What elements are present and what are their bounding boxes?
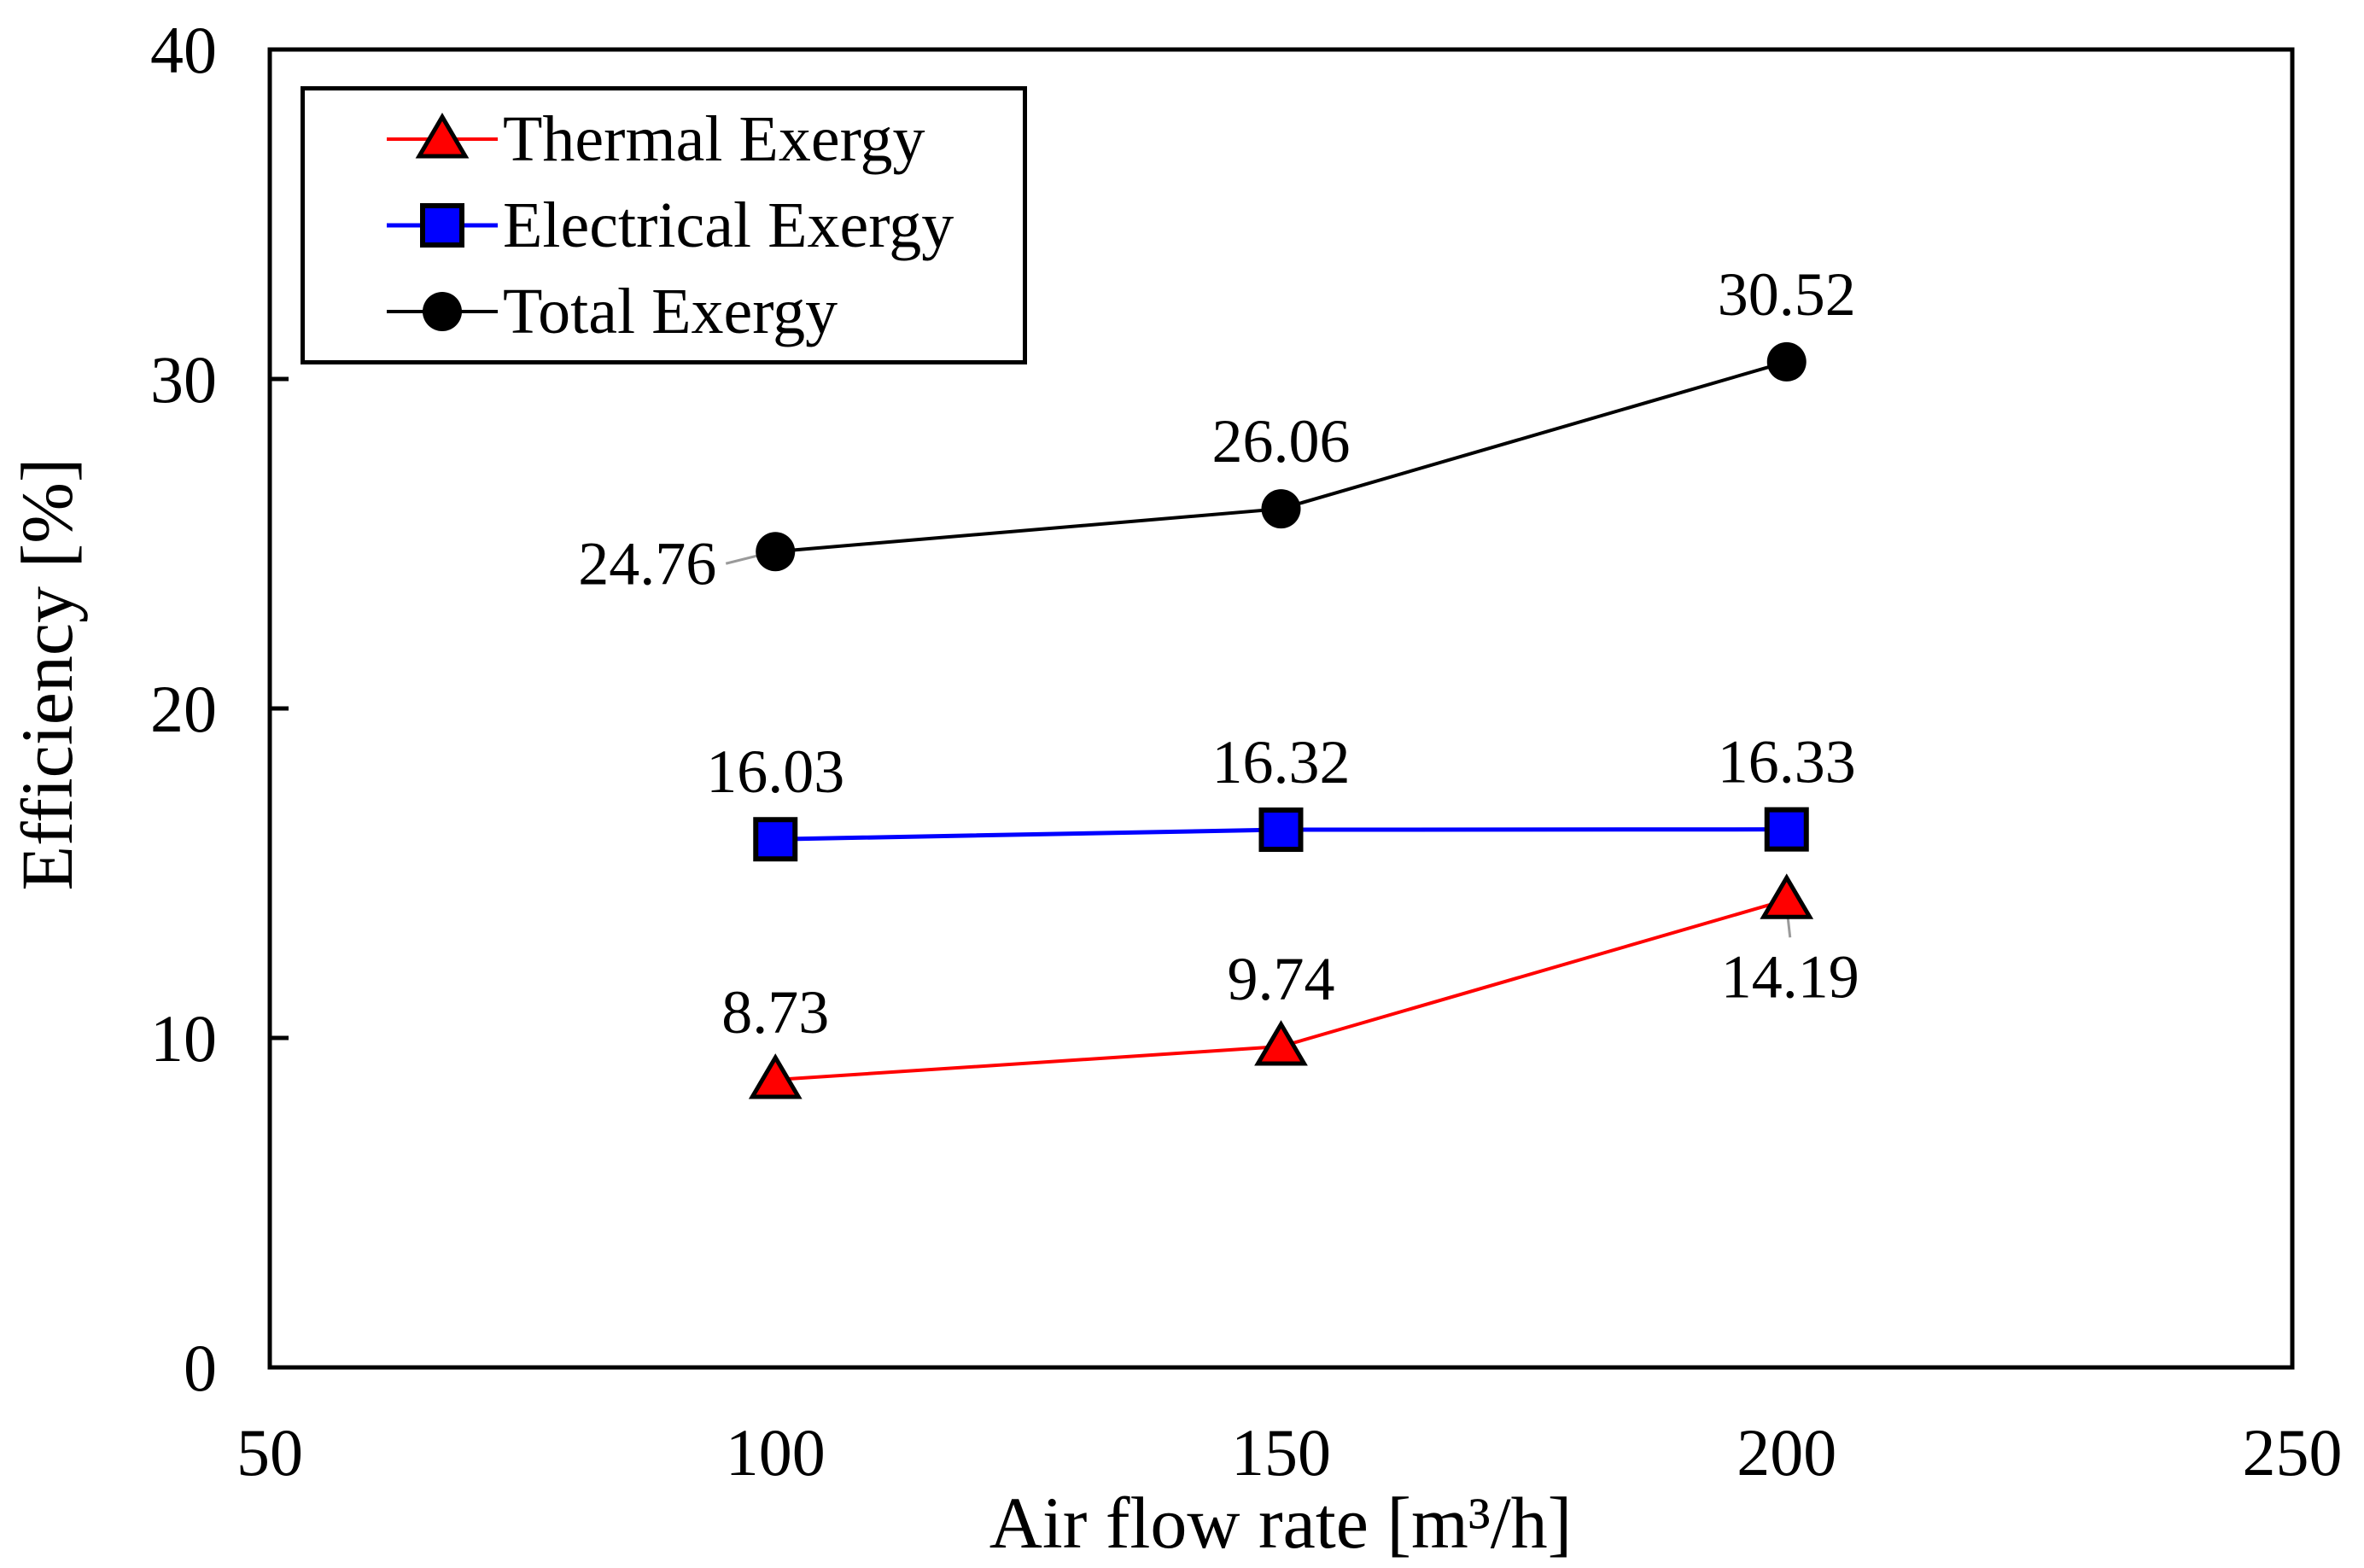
y-axis-tick-label: 40 bbox=[150, 13, 217, 87]
marker-square-electrical-exergy bbox=[1764, 807, 1809, 852]
data-label: 24.76 bbox=[578, 529, 716, 597]
circle-marker-icon bbox=[387, 292, 498, 332]
data-label: 26.06 bbox=[1212, 407, 1351, 475]
legend: Thermal Exergy Electrical Exergy Total Exe… bbox=[301, 86, 1027, 364]
x-axis-tick-label: 200 bbox=[1737, 1415, 1836, 1489]
marker-square-electrical-exergy bbox=[753, 817, 798, 862]
data-label: 14.19 bbox=[1721, 942, 1859, 1011]
triangle-marker-icon bbox=[387, 112, 498, 159]
marker-circle-total-exergy bbox=[1766, 341, 1807, 382]
legend-item-total-exergy: Total Exergy bbox=[387, 269, 1014, 354]
marker-circle-total-exergy bbox=[756, 532, 796, 572]
y-axis-tick-label: 10 bbox=[150, 1001, 217, 1075]
x-axis-tick-label: 50 bbox=[236, 1415, 303, 1489]
data-label: 8.73 bbox=[721, 978, 829, 1046]
y-axis-title: Efficiency [%] bbox=[6, 458, 88, 891]
data-label: 30.52 bbox=[1718, 260, 1856, 329]
x-axis-title: Air flow rate [m³/h] bbox=[989, 1482, 1573, 1564]
legend-item-label: Thermal Exergy bbox=[503, 102, 925, 175]
square-marker-icon bbox=[387, 202, 498, 248]
x-axis-tick-label: 250 bbox=[2243, 1415, 2343, 1489]
legend-item-label: Total Exergy bbox=[503, 276, 838, 348]
y-axis-tick-label: 30 bbox=[150, 342, 217, 417]
marker-square-electrical-exergy bbox=[1258, 807, 1304, 853]
legend-item-thermal-exergy: Thermal Exergy bbox=[387, 96, 1014, 182]
x-axis-tick-label: 100 bbox=[726, 1415, 826, 1489]
x-axis-tick-label: 150 bbox=[1231, 1415, 1331, 1489]
data-label: 16.32 bbox=[1212, 728, 1351, 796]
marker-triangle-thermal-exergy bbox=[1254, 1020, 1308, 1066]
data-label: 16.03 bbox=[706, 737, 844, 806]
legend-item-label: Electrical Exergy bbox=[503, 189, 954, 261]
y-axis-tick-label: 20 bbox=[150, 672, 217, 746]
data-label: 9.74 bbox=[1228, 945, 1335, 1013]
marker-circle-total-exergy bbox=[1261, 489, 1301, 529]
data-label: 16.33 bbox=[1718, 728, 1856, 796]
marker-triangle-thermal-exergy bbox=[748, 1053, 803, 1099]
legend-item-electrical-exergy: Electrical Exergy bbox=[387, 183, 1014, 268]
y-axis-tick-label: 0 bbox=[184, 1331, 217, 1405]
marker-triangle-thermal-exergy bbox=[1760, 873, 1814, 919]
